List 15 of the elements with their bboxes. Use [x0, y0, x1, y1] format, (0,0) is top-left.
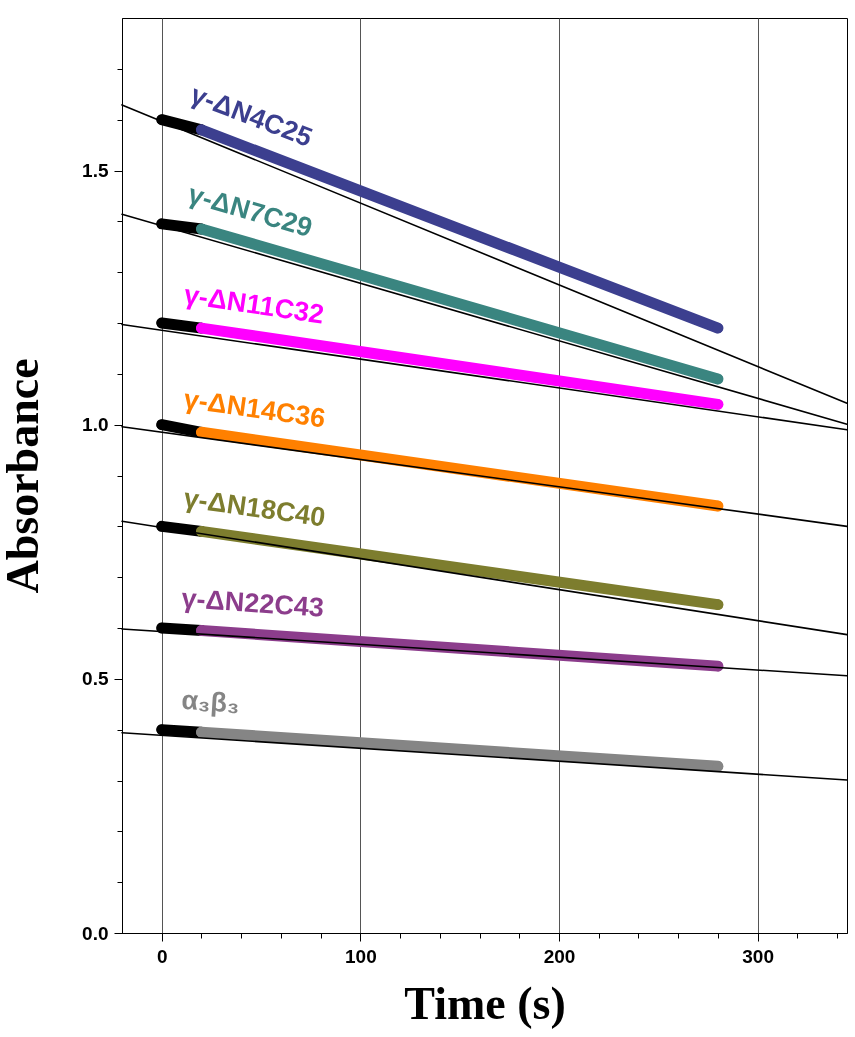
series-label: γ-ΔN22C43: [180, 583, 325, 623]
x-tick-label: 300: [742, 945, 774, 967]
x-tick-label: 200: [543, 945, 576, 967]
x-tick-label: 0: [156, 945, 168, 967]
series-label: α₃β₃: [180, 684, 241, 719]
text: γ-ΔN18C40: [181, 482, 328, 533]
x-tick-label: 100: [345, 945, 377, 967]
text: γ-ΔN11C32: [182, 279, 326, 330]
y-axis-title: Absorbance: [0, 358, 49, 594]
y-tick-label: 0.0: [82, 922, 109, 944]
y-tick-label: 1.5: [82, 160, 109, 181]
y-tick-label: 0.5: [82, 668, 109, 690]
y-tick-label: 1.0: [82, 414, 109, 436]
x-axis-title: Time (s): [404, 977, 566, 1029]
text: γ-ΔN14C36: [181, 383, 328, 434]
